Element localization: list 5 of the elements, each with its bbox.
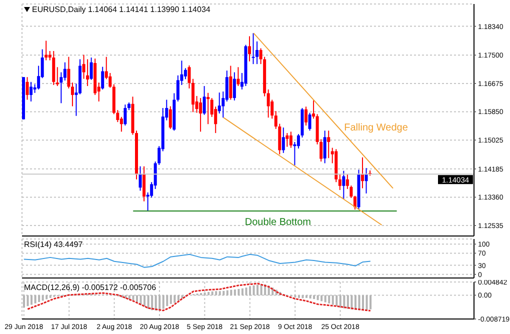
chart-title: MACD(12,26,9) -0.005172 -0.005706 <box>24 283 156 292</box>
chart-title: RSI(14) 43.4497 <box>24 240 83 249</box>
annotation: Falling Wedge <box>344 122 408 134</box>
annotation: Double Bottom <box>244 216 312 228</box>
chart-title: EURUSD,Daily 1.14064 1.14141 1.13990 1.14034 <box>32 5 210 14</box>
